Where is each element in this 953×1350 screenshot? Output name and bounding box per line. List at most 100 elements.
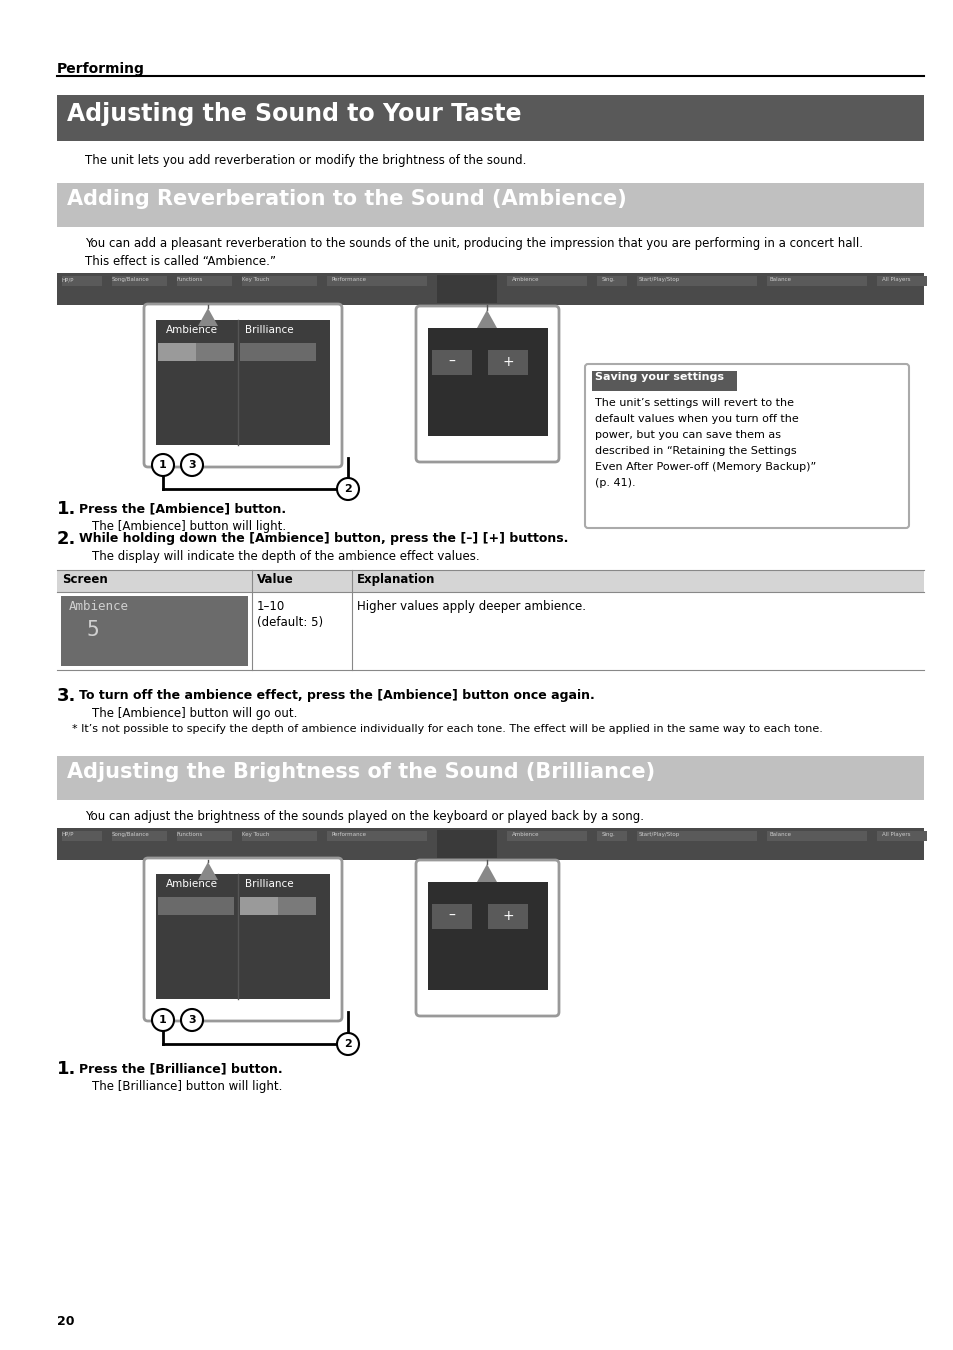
Text: 2: 2 bbox=[344, 485, 352, 494]
Circle shape bbox=[181, 454, 203, 477]
Bar bbox=[158, 343, 233, 360]
Text: Ambience: Ambience bbox=[512, 832, 539, 837]
Bar bbox=[57, 756, 923, 801]
Bar bbox=[432, 904, 472, 929]
Bar bbox=[766, 832, 866, 841]
Polygon shape bbox=[198, 308, 218, 325]
Bar bbox=[597, 275, 626, 286]
Bar bbox=[156, 320, 330, 446]
Text: To turn off the ambience effect, press the [Ambience] button once again.: To turn off the ambience effect, press t… bbox=[79, 688, 594, 702]
Text: 1: 1 bbox=[159, 460, 167, 470]
Text: The display will indicate the depth of the ambience effect values.: The display will indicate the depth of t… bbox=[91, 549, 479, 563]
Text: (default: 5): (default: 5) bbox=[256, 616, 323, 629]
Polygon shape bbox=[476, 310, 497, 328]
Bar bbox=[766, 275, 866, 286]
Bar bbox=[436, 275, 497, 302]
Circle shape bbox=[152, 454, 173, 477]
Text: Balance: Balance bbox=[769, 277, 791, 282]
Text: The unit’s settings will revert to the: The unit’s settings will revert to the bbox=[595, 398, 793, 408]
Text: default values when you turn off the: default values when you turn off the bbox=[595, 414, 798, 424]
Bar bbox=[61, 595, 248, 666]
Text: Brilliance: Brilliance bbox=[245, 879, 294, 890]
Text: The [Brilliance] button will light.: The [Brilliance] button will light. bbox=[91, 1080, 282, 1094]
Text: The [Ambience] button will light.: The [Ambience] button will light. bbox=[91, 520, 286, 533]
Text: Sing.: Sing. bbox=[601, 832, 615, 837]
Bar bbox=[876, 275, 926, 286]
Text: –: – bbox=[448, 909, 455, 923]
Text: Even After Power-off (Memory Backup)”: Even After Power-off (Memory Backup)” bbox=[595, 462, 816, 472]
Bar bbox=[506, 832, 586, 841]
Text: Ambience: Ambience bbox=[69, 599, 129, 613]
Text: HP/P: HP/P bbox=[62, 277, 74, 282]
Text: 2.: 2. bbox=[57, 531, 76, 548]
Text: Song/Balance: Song/Balance bbox=[112, 832, 150, 837]
Text: power, but you can save them as: power, but you can save them as bbox=[595, 431, 781, 440]
Bar bbox=[436, 830, 497, 859]
Circle shape bbox=[336, 478, 358, 500]
Text: (p. 41).: (p. 41). bbox=[595, 478, 635, 487]
Text: This effect is called “Ambience.”: This effect is called “Ambience.” bbox=[85, 255, 275, 269]
Bar bbox=[488, 350, 527, 375]
Bar bbox=[327, 275, 427, 286]
Text: Key Touch: Key Touch bbox=[242, 277, 269, 282]
Text: Saving your settings: Saving your settings bbox=[595, 373, 723, 382]
Text: Explanation: Explanation bbox=[356, 572, 435, 586]
Text: Press the [Brilliance] button.: Press the [Brilliance] button. bbox=[79, 1062, 282, 1075]
Text: Higher values apply deeper ambience.: Higher values apply deeper ambience. bbox=[356, 599, 585, 613]
Text: All Players: All Players bbox=[882, 832, 909, 837]
Text: Performance: Performance bbox=[332, 277, 367, 282]
Text: Adjusting the Sound to Your Taste: Adjusting the Sound to Your Taste bbox=[67, 103, 521, 126]
Bar bbox=[242, 832, 316, 841]
Bar bbox=[177, 832, 232, 841]
Bar bbox=[597, 832, 626, 841]
Bar bbox=[62, 275, 102, 286]
Text: All Players: All Players bbox=[882, 277, 909, 282]
FancyBboxPatch shape bbox=[416, 306, 558, 462]
Text: You can adjust the brightness of the sounds played on the keyboard or played bac: You can adjust the brightness of the sou… bbox=[85, 810, 643, 824]
Text: Adding Reverberation to the Sound (Ambience): Adding Reverberation to the Sound (Ambie… bbox=[67, 189, 626, 209]
Text: Song/Balance: Song/Balance bbox=[112, 277, 150, 282]
Circle shape bbox=[152, 1008, 173, 1031]
Bar bbox=[112, 275, 167, 286]
Text: described in “Retaining the Settings: described in “Retaining the Settings bbox=[595, 446, 796, 456]
FancyBboxPatch shape bbox=[416, 860, 558, 1017]
Text: Ambience: Ambience bbox=[512, 277, 539, 282]
Bar bbox=[592, 371, 737, 392]
Text: Functions: Functions bbox=[177, 832, 203, 837]
Text: 3.: 3. bbox=[57, 687, 76, 705]
Bar bbox=[637, 275, 757, 286]
Text: –: – bbox=[448, 355, 455, 369]
Text: Sing.: Sing. bbox=[601, 277, 615, 282]
Bar bbox=[432, 350, 472, 375]
FancyBboxPatch shape bbox=[584, 364, 908, 528]
Text: 5: 5 bbox=[87, 620, 99, 640]
Text: Start/Play/Stop: Start/Play/Stop bbox=[639, 832, 679, 837]
Bar bbox=[57, 95, 923, 140]
Bar bbox=[62, 832, 102, 841]
Bar bbox=[57, 184, 923, 227]
Text: +: + bbox=[501, 909, 514, 923]
FancyBboxPatch shape bbox=[144, 304, 341, 467]
Text: 3: 3 bbox=[188, 460, 195, 470]
Text: HP/P: HP/P bbox=[62, 832, 74, 837]
Text: Start/Play/Stop: Start/Play/Stop bbox=[639, 277, 679, 282]
Bar bbox=[428, 882, 547, 990]
Text: The unit lets you add reverberation or modify the brightness of the sound.: The unit lets you add reverberation or m… bbox=[85, 154, 526, 167]
Bar bbox=[240, 896, 315, 915]
Text: Ambience: Ambience bbox=[166, 325, 218, 335]
Bar bbox=[158, 343, 195, 360]
Text: 1–10: 1–10 bbox=[256, 599, 285, 613]
Bar bbox=[57, 828, 923, 860]
Text: Performance: Performance bbox=[332, 832, 367, 837]
Circle shape bbox=[181, 1008, 203, 1031]
Text: Screen: Screen bbox=[62, 572, 108, 586]
Text: Value: Value bbox=[256, 572, 294, 586]
Bar bbox=[327, 832, 427, 841]
Bar bbox=[57, 273, 923, 305]
Text: 1.: 1. bbox=[57, 1060, 76, 1079]
Bar bbox=[876, 832, 926, 841]
Text: Brilliance: Brilliance bbox=[245, 325, 294, 335]
Text: While holding down the [Ambience] button, press the [–] [+] buttons.: While holding down the [Ambience] button… bbox=[79, 532, 568, 545]
FancyBboxPatch shape bbox=[144, 859, 341, 1021]
Bar bbox=[177, 275, 232, 286]
